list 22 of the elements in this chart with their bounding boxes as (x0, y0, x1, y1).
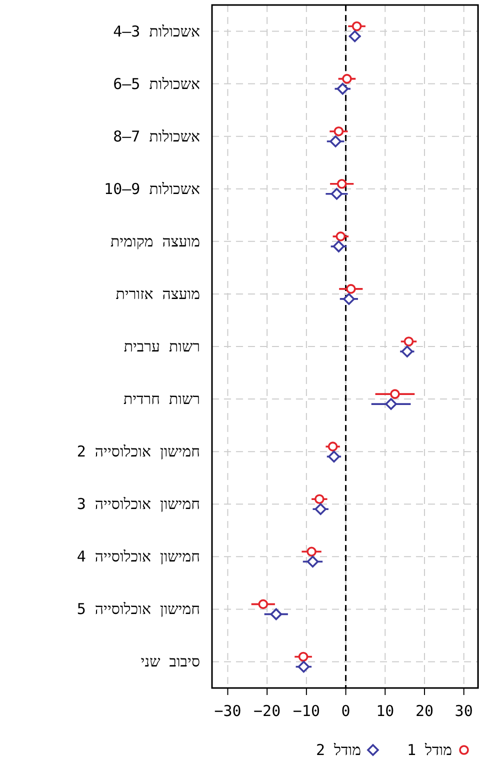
legend-label: מודל 1 (406, 741, 452, 759)
y-tick-label: חמישון אוכלוסייה 5 (76, 600, 200, 618)
x-tick-label: 20 (415, 702, 434, 720)
y-tick-label: חמישון אוכלוסייה 3 (76, 495, 200, 514)
y-tick-label: רשות חרדית (123, 390, 200, 408)
y-tick-label: סיבוב שני (140, 652, 200, 671)
y-tick-label: מועצה מקומית (110, 232, 200, 250)
y-tick-label: רשות ערבית (124, 338, 200, 356)
y-tick-label: אשכולות 3–4 (113, 22, 200, 40)
legend-label: מודל 2 (316, 741, 362, 759)
x-tick-label: −10 (292, 702, 320, 720)
y-tick-label: אשכולות 9–10 (104, 180, 200, 198)
y-tick-label: חמישון אוכלוסייה 4 (76, 548, 200, 566)
y-tick-label: אשכולות 5–6 (113, 74, 200, 93)
x-tick-label: 10 (376, 702, 394, 720)
x-tick-label: 30 (454, 702, 473, 720)
x-tick-label: −20 (254, 702, 281, 720)
y-tick-label: חמישון אוכלוסייה 2 (76, 442, 200, 461)
y-tick-label: מועצה אזורית (116, 284, 200, 303)
y-tick-label: אשכולות 7–8 (113, 127, 200, 146)
x-tick-label: 0 (341, 702, 350, 720)
x-tick-label: −30 (214, 702, 242, 720)
